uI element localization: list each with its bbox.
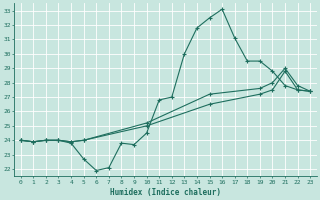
X-axis label: Humidex (Indice chaleur): Humidex (Indice chaleur): [110, 188, 221, 197]
